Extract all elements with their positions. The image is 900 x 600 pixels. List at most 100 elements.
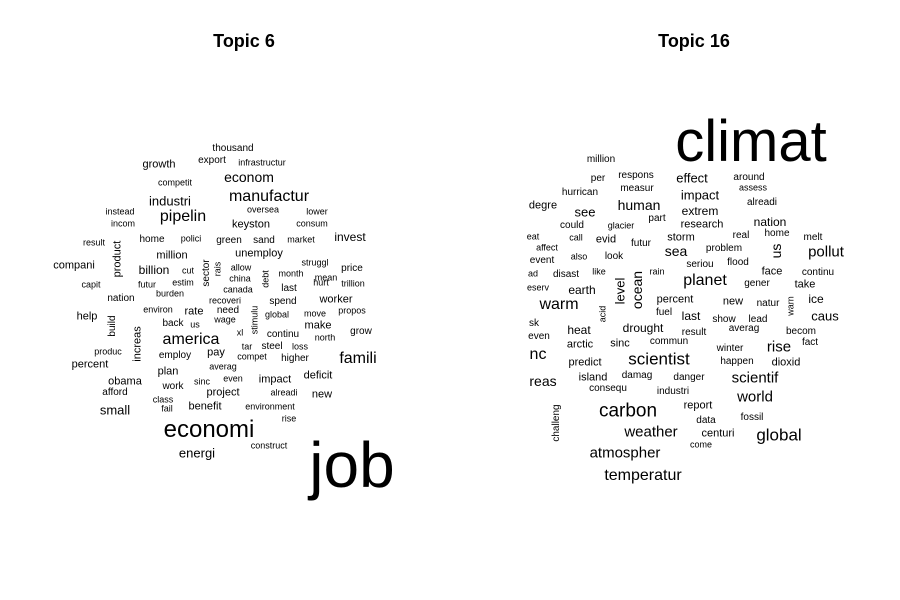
cloud-word: billion xyxy=(138,263,170,277)
cloud-word: sinc xyxy=(193,376,211,387)
cloud-word: obama xyxy=(108,375,142,388)
cloud-word: trillion xyxy=(341,278,365,289)
cloud-word: gener xyxy=(744,278,770,289)
cloud-word: see xyxy=(574,204,596,220)
cloud-word: fossil xyxy=(740,412,764,423)
cloud-word: infrastructur xyxy=(238,157,286,168)
cloud-word: happen xyxy=(720,356,754,367)
cloud-word: assess xyxy=(738,182,768,193)
cloud-word: new xyxy=(311,388,333,401)
cloud-word: ocean xyxy=(629,270,645,310)
cloud-word: home xyxy=(139,234,165,245)
cloud-word: propos xyxy=(338,305,366,316)
cloud-word: warm xyxy=(539,296,579,313)
cloud-word: melt xyxy=(803,232,823,243)
cloud-word: alreadi xyxy=(746,197,778,208)
cloud-word: look xyxy=(604,251,624,262)
cloud-word: event xyxy=(529,255,555,266)
cloud-word: impact xyxy=(680,187,720,203)
cloud-word: lower xyxy=(306,206,328,217)
cloud-word: month xyxy=(278,268,304,279)
cloud-word: earth xyxy=(568,283,596,297)
cloud-word: warn xyxy=(785,296,796,316)
cloud-word: reas xyxy=(529,373,557,389)
cloud-word: weather xyxy=(624,423,678,441)
cloud-word: tar xyxy=(241,341,253,352)
cloud-word: help xyxy=(76,310,98,323)
cloud-word: rate xyxy=(184,305,204,318)
cloud-word: energi xyxy=(178,445,216,461)
cloud-word: even xyxy=(528,331,550,342)
cloud-word: alreadi xyxy=(270,387,298,398)
cloud-word: call xyxy=(569,232,583,243)
cloud-word: island xyxy=(578,371,608,384)
cloud-word: estim xyxy=(172,277,194,288)
cloud-word: sinc xyxy=(610,337,630,350)
cloud-word: continu xyxy=(801,267,835,278)
cloud-word: china xyxy=(229,273,251,284)
cloud-word: produc xyxy=(94,346,122,357)
cloud-word: rise xyxy=(281,413,297,424)
cloud-word: carbon xyxy=(598,400,658,422)
cloud-word: arctic xyxy=(566,338,594,351)
cloud-word: fail xyxy=(161,403,173,414)
cloud-word: wage xyxy=(214,314,236,325)
cloud-word: percent xyxy=(71,358,109,371)
cloud-word: hurrican xyxy=(561,187,599,198)
cloud-word: show xyxy=(712,314,736,325)
cloud-word: scientist xyxy=(628,349,690,369)
cloud-word: real xyxy=(732,230,750,241)
cloud-word: us xyxy=(768,243,784,259)
cloud-word: incom xyxy=(110,218,136,229)
cloud-word: becom xyxy=(785,326,817,337)
cloud-word: flood xyxy=(727,257,749,268)
cloud-word: rain xyxy=(649,266,665,277)
cloud-word: employ xyxy=(158,350,192,361)
cloud-word: glacier xyxy=(607,220,635,231)
cloud-word: economi xyxy=(163,416,255,443)
cloud-word: million xyxy=(586,154,616,165)
cloud-word: storm xyxy=(667,231,695,244)
cloud-word: even xyxy=(223,373,243,384)
cloud-word: back xyxy=(162,318,184,329)
cloud-word: extrem xyxy=(681,204,719,218)
cloud-word: worker xyxy=(319,293,353,306)
cloud-word: report xyxy=(683,399,713,412)
cloud-word: industri xyxy=(149,193,191,209)
cloud-word: sea xyxy=(664,243,688,259)
cloud-word: compani xyxy=(53,259,95,272)
cloud-word: thousand xyxy=(212,143,254,154)
cloud-word: rise xyxy=(766,338,792,356)
cloud-word: also xyxy=(570,251,588,262)
cloud-word: degre xyxy=(528,199,558,212)
cloud-word: green xyxy=(216,235,242,246)
cloud-word: take xyxy=(794,278,816,291)
cloud-word: part xyxy=(648,213,666,224)
cloud-word: america xyxy=(162,331,220,348)
cloud-word: sk xyxy=(529,318,539,329)
cloud-word: data xyxy=(696,415,716,426)
cloud-word: loss xyxy=(291,341,309,352)
cloud-word: last xyxy=(281,283,297,294)
cloud-word: lead xyxy=(748,314,768,325)
cloud-word: affect xyxy=(536,242,558,253)
cloud-word: home xyxy=(764,228,790,239)
cloud-word: danger xyxy=(673,372,705,383)
cloud-word: burden xyxy=(155,288,185,299)
cloud-word: evid xyxy=(595,233,617,246)
cloud-word: competit xyxy=(157,177,193,188)
cloud-word: could xyxy=(560,220,584,231)
cloud-word: global xyxy=(756,425,802,445)
panel-title-topic-6: Topic 6 xyxy=(213,31,275,51)
cloud-word: capit xyxy=(81,279,101,290)
cloud-word: job xyxy=(309,429,395,501)
cloud-word: grow xyxy=(350,326,372,337)
cloud-word: growth xyxy=(142,158,176,171)
cloud-word: mean xyxy=(314,272,338,283)
cloud-word: fact xyxy=(801,337,819,348)
cloud-word: winter xyxy=(716,343,744,354)
cloud-word: million xyxy=(156,249,188,262)
cloud-word: steel xyxy=(261,341,283,352)
